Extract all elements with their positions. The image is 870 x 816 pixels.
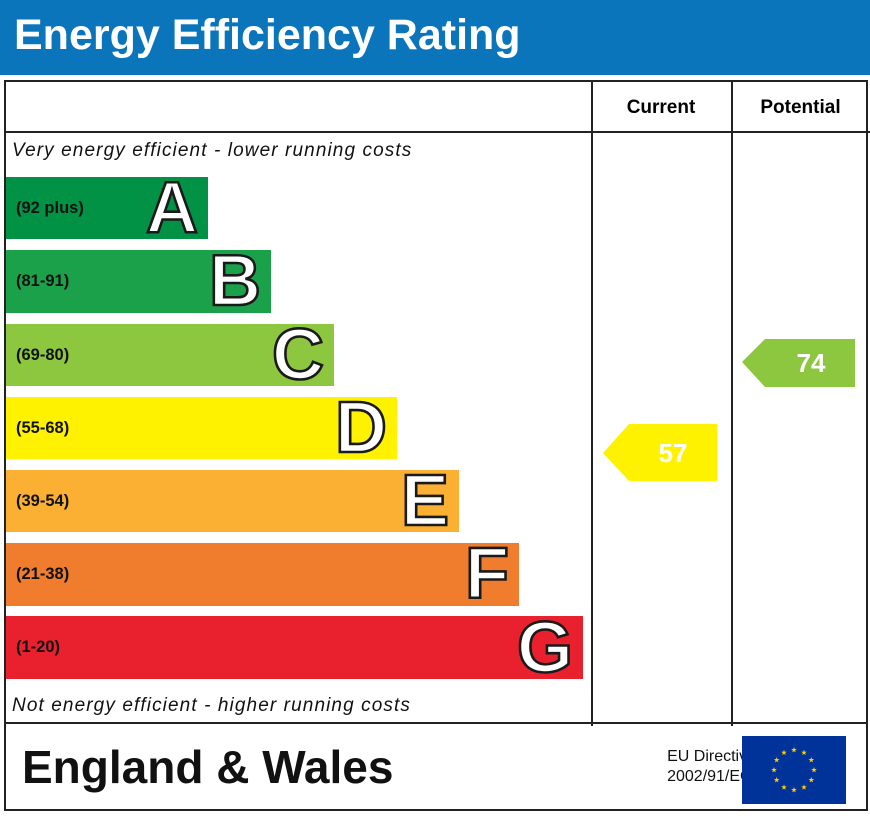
svg-text:57: 57	[659, 438, 688, 468]
svg-text:74: 74	[797, 348, 826, 378]
